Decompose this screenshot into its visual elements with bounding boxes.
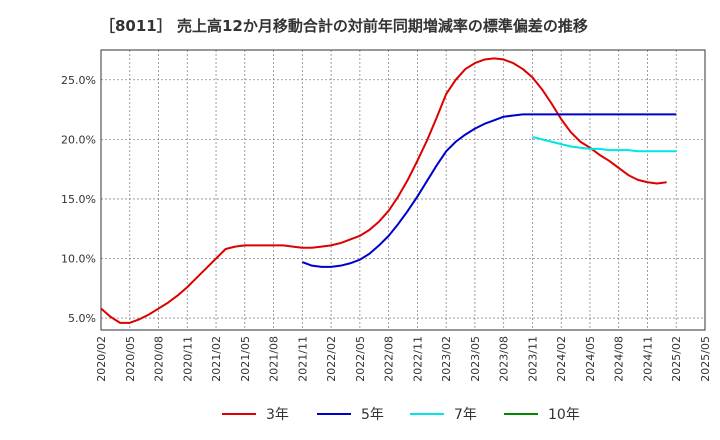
legend-label: 7年 <box>454 407 477 423</box>
x-tick-label: 2021/08 <box>268 336 281 382</box>
x-tick-label: 2024/05 <box>584 336 597 382</box>
legend-label: 5年 <box>361 407 384 423</box>
x-tick-label: 2025/02 <box>670 336 683 382</box>
x-tick-label: 2023/05 <box>469 336 482 382</box>
x-tick-label: 2020/11 <box>181 336 194 382</box>
x-tick-label: 2023/02 <box>440 336 453 382</box>
x-tick-label: 2020/05 <box>124 336 137 382</box>
x-tick-label: 2022/02 <box>325 336 338 382</box>
legend: 3年 5年 7年 10年 <box>222 407 580 423</box>
x-tick-label: 2024/08 <box>613 336 626 382</box>
x-tick-label: 2023/11 <box>526 336 539 382</box>
y-tick-label: 25.0% <box>61 74 96 87</box>
x-tick-label: 2020/02 <box>95 336 108 382</box>
x-tick-label: 2024/02 <box>555 336 568 382</box>
series-line-3年 <box>100 57 667 324</box>
x-tick-label: 2022/11 <box>411 336 424 382</box>
y-tick-label: 5.0% <box>68 312 96 325</box>
legend-label: 3年 <box>266 407 289 423</box>
legend-label: 10年 <box>548 407 580 423</box>
x-tick-label: 2023/08 <box>498 336 511 382</box>
x-tick-label: 2021/05 <box>239 336 252 382</box>
x-tick-label: 2022/08 <box>383 336 396 382</box>
x-axis: 2020/02 2020/05 2020/08 2020/11 2021/02 2021/… <box>95 336 712 382</box>
x-tick-label: 2020/08 <box>153 336 166 382</box>
x-tick-label: 2022/05 <box>354 336 367 382</box>
chart-title: ［8011］ 売上高12か月移動合計の対前年同期増減率の標準偏差の推移 <box>100 17 588 35</box>
y-tick-label: 15.0% <box>61 193 96 206</box>
x-tick-label: 2021/02 <box>210 336 223 382</box>
y-axis: 5.0% 10.0% 15.0% 20.0% 25.0% <box>61 74 96 325</box>
series-line-5年 <box>301 113 677 268</box>
x-tick-label: 2021/11 <box>296 336 309 382</box>
x-tick-label: 2024/11 <box>641 336 654 382</box>
grid <box>101 50 705 330</box>
series-line-7年 <box>532 136 677 153</box>
plot-area <box>100 49 706 331</box>
x-tick-label: 2025/05 <box>699 336 712 382</box>
y-tick-label: 20.0% <box>61 133 96 146</box>
y-tick-label: 10.0% <box>61 253 96 266</box>
series-lines <box>100 57 677 324</box>
